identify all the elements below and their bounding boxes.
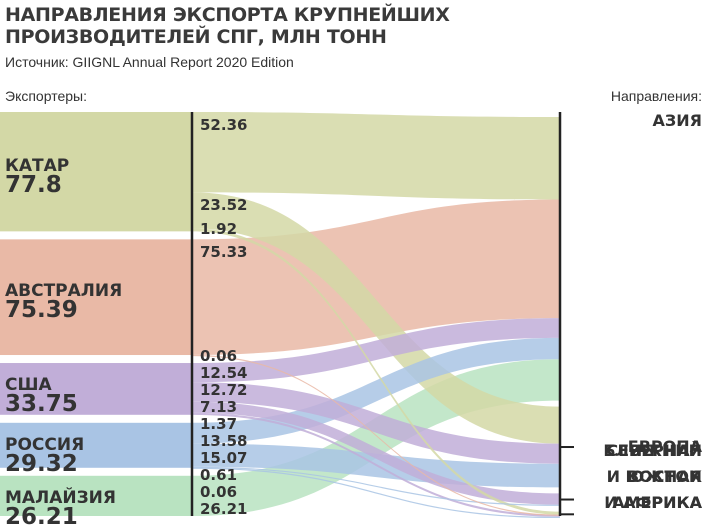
exporter-name-3: РОССИЯ (5, 434, 85, 455)
flow-value-10: 15.07 (200, 448, 248, 467)
exporter-name-2: США (5, 375, 52, 396)
page-title: НАПРАВЛЕНИЯ ЭКСПОРТА КРУПНЕЙШИХ ПРОИЗВОД… (5, 4, 450, 48)
exporter-total-1: 75.39 (5, 297, 78, 324)
destination-label-1: ЕВРОПА (627, 437, 702, 457)
exporter-name-4: МАЛАЙЗИЯ (5, 487, 116, 508)
flow-value-0: 52.36 (200, 116, 248, 134)
exporter-node-0 (0, 112, 192, 232)
destination-label-2: СЕВЕРНАЯ И ЮЖНАЯ АМЕРИКА (606, 441, 702, 512)
flow-4 (192, 354, 560, 516)
flow-value-6: 12.72 (200, 380, 248, 399)
exporter-total-3: 29.32 (5, 450, 78, 477)
flow-value-5: 12.54 (200, 363, 248, 382)
exporter-node-4 (0, 475, 192, 516)
flow-7 (192, 401, 560, 505)
title-line-1: НАПРАВЛЕНИЯ ЭКСПОРТА КРУПНЕЙШИХ (5, 4, 450, 26)
flow-5 (192, 318, 560, 383)
exporter-total-0: 77.8 (5, 171, 62, 198)
exporters-label: Экспортеры: (5, 88, 87, 104)
flow-value-1: 23.52 (200, 196, 248, 215)
flow-1 (192, 192, 560, 444)
flow-value-7: 7.13 (200, 397, 238, 416)
flow-value-2: 1.92 (200, 220, 238, 239)
flow-value-11: 0.61 (200, 465, 238, 484)
flow-12 (192, 467, 560, 518)
flow-value-3: 75.33 (200, 243, 248, 262)
flow-value-12: 0.06 (200, 482, 238, 501)
directions-label: Направления: (610, 88, 702, 104)
sankey-diagram: НАПРАВЛЕНИЯ ЭКСПОРТА КРУПНЕЙШИХ ПРОИЗВОД… (0, 4, 702, 530)
exporter-total-4: 26.21 (5, 503, 78, 530)
sankey-svg (0, 112, 574, 518)
flow-value-8: 1.37 (200, 414, 238, 433)
title-line-2: ПРОИЗВОДИТЕЛЕЙ СПГ, МЛН ТОНН (5, 26, 387, 48)
source-note: Источник: GIIGNL Annual Report 2020 Edit… (5, 54, 294, 70)
exporter-name-0: КАТАР (5, 155, 70, 176)
exporter-node-1 (0, 239, 192, 356)
exporter-name-1: АВСТРАЛИЯ (5, 281, 123, 302)
flow-0 (192, 112, 560, 200)
destination-label-3: БЛИЖНИЙ ВОСТОК И АФРИКА (603, 441, 702, 512)
flow-value-13: 26.21 (200, 499, 248, 518)
exporter-total-2: 33.75 (5, 391, 78, 418)
flow-value-4: 0.06 (200, 346, 238, 365)
flow-6 (192, 382, 560, 464)
exporter-node-2 (0, 363, 192, 415)
destination-label-0: АЗИЯ (652, 111, 702, 130)
flow-11 (192, 466, 560, 506)
flow-value-9: 13.58 (200, 431, 248, 450)
exporter-node-3 (0, 422, 192, 468)
flow-8 (192, 412, 560, 517)
flow-2 (192, 228, 560, 515)
